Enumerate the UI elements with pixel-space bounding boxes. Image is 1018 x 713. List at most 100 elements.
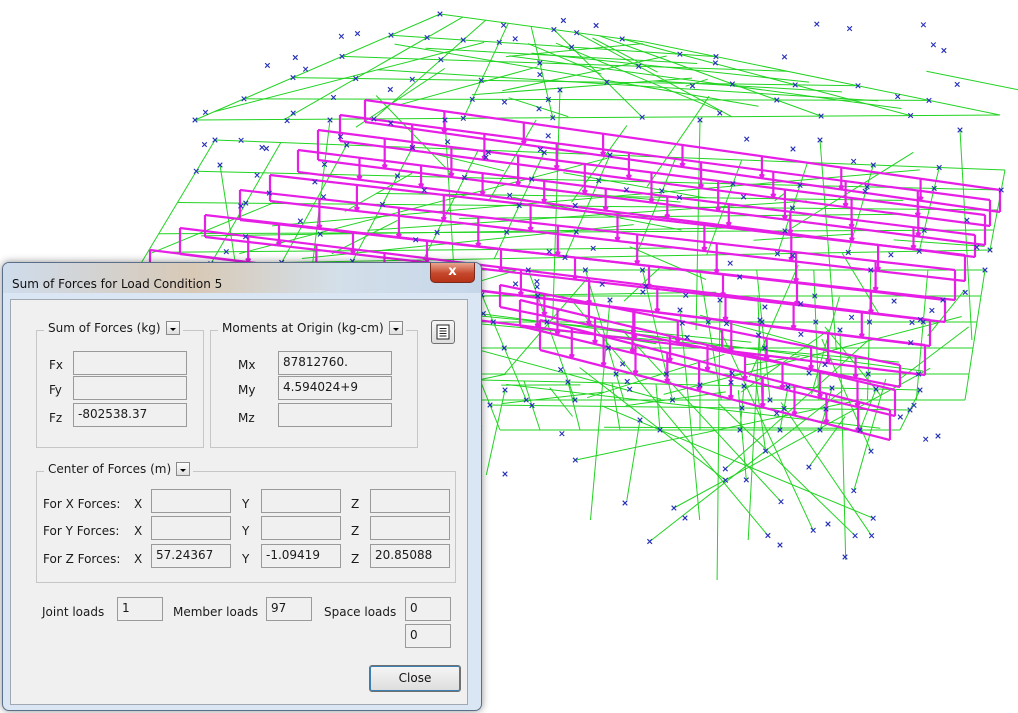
brace-member <box>841 252 880 315</box>
moments-units-dropdown-icon[interactable] <box>388 321 403 335</box>
load-arrow-head <box>570 353 575 359</box>
joint-marker <box>541 149 547 156</box>
joint-marker <box>337 134 344 140</box>
column-member <box>219 164 236 261</box>
joint-marker <box>409 76 415 82</box>
joint-marker <box>908 340 914 346</box>
column-member <box>626 419 641 501</box>
joint-marker <box>813 319 819 325</box>
dialog-titlebar[interactable]: Sum of Forces for Load Condition 5 x <box>3 263 481 293</box>
joint-marker <box>806 464 812 470</box>
space-loads-field-1[interactable]: 0 <box>405 597 451 621</box>
joint-marker <box>798 331 804 337</box>
joint-marker <box>507 192 513 198</box>
z-forces-y-field[interactable]: -1.09419 <box>261 544 341 568</box>
fy-field[interactable] <box>73 376 187 400</box>
joint-marker <box>619 36 625 42</box>
brace-member <box>719 329 814 531</box>
joint-marker <box>290 110 296 116</box>
y-forces-x-field[interactable] <box>151 516 231 540</box>
load-arrow-head <box>604 206 609 212</box>
brace-member <box>673 367 931 509</box>
joint-marker <box>712 60 719 66</box>
joint-marker <box>842 554 848 560</box>
joint-marker <box>727 260 733 266</box>
joint-loads-field[interactable]: 1 <box>117 597 163 621</box>
joint-marker <box>409 144 416 151</box>
load-arrow-head <box>919 196 924 202</box>
brace-member <box>601 405 874 519</box>
joint-marker <box>312 179 318 185</box>
joint-marker <box>217 162 223 168</box>
load-arrow-head <box>358 175 363 181</box>
joint-marker <box>536 106 542 112</box>
center-units-dropdown-icon[interactable] <box>176 462 191 476</box>
load-arrow-head <box>795 277 800 283</box>
joint-marker <box>421 187 427 193</box>
load-diagram-base <box>539 348 891 442</box>
fx-field[interactable] <box>73 351 187 375</box>
y-forces-z-field[interactable] <box>370 516 450 540</box>
member-loads-field[interactable]: 97 <box>266 597 312 621</box>
joint-marker <box>810 527 816 533</box>
brace-member <box>808 416 846 468</box>
close-icon[interactable]: x <box>430 263 475 283</box>
z-forces-y-label: Y <box>242 552 250 566</box>
brace-member <box>399 66 538 106</box>
frame-member <box>685 78 708 87</box>
frame-member <box>576 32 732 118</box>
frame-member <box>508 55 902 109</box>
joint-marker <box>483 154 489 160</box>
joint-marker <box>817 137 823 143</box>
joint-marker <box>729 370 735 376</box>
z-forces-z-field[interactable]: 20.85088 <box>370 544 450 568</box>
joint-marker <box>437 11 443 17</box>
load-arrow-head <box>602 151 607 157</box>
joint-marker <box>434 229 440 236</box>
center-of-forces-legend: Center of Forces (m) <box>48 462 172 476</box>
joint-marker <box>677 307 683 313</box>
joint-marker <box>723 320 730 327</box>
brace-member <box>571 125 628 203</box>
frame-member <box>243 98 930 101</box>
close-button[interactable]: Close <box>369 665 461 692</box>
joint-marker <box>388 32 394 38</box>
space-loads-field-2[interactable]: 0 <box>405 624 451 648</box>
frame-member <box>663 316 962 395</box>
joint-marker <box>512 281 519 287</box>
joint-marker <box>728 379 734 386</box>
x-forces-y-field[interactable] <box>261 489 341 513</box>
joint-marker <box>659 188 665 194</box>
load-arrow-head <box>877 266 882 272</box>
joint-marker <box>572 457 578 463</box>
joint-marker <box>259 144 265 151</box>
mx-field[interactable]: 87812760. <box>278 351 392 375</box>
load-arrow-head <box>698 386 703 392</box>
joint-marker <box>962 289 968 296</box>
z-forces-x-field[interactable]: 57.24367 <box>151 544 231 568</box>
x-forces-z-field[interactable] <box>370 489 450 513</box>
mz-field[interactable] <box>278 403 392 427</box>
y-forces-y-field[interactable] <box>261 516 341 540</box>
joint-marker <box>817 427 823 433</box>
joint-marker <box>590 245 596 251</box>
y-forces-y-label: Y <box>242 524 250 538</box>
frame-member <box>592 37 658 73</box>
brace-member <box>926 70 1018 91</box>
sum-forces-units-dropdown-icon[interactable] <box>165 321 180 335</box>
joint-marker <box>916 248 922 254</box>
joint-marker <box>394 173 401 179</box>
fz-field[interactable]: -802538.37 <box>73 403 187 427</box>
joint-marker <box>792 82 798 88</box>
load-diagram-base <box>339 139 991 228</box>
x-forces-x-field[interactable] <box>151 489 231 513</box>
brace-member <box>622 330 782 503</box>
my-field[interactable]: 4.594024+9 <box>278 376 392 400</box>
report-button[interactable] <box>431 320 455 344</box>
joint-marker <box>755 332 762 338</box>
load-arrow-head <box>616 236 621 242</box>
joint-marker <box>535 293 541 299</box>
frame-member <box>527 43 602 75</box>
load-arrow-head <box>583 189 588 195</box>
